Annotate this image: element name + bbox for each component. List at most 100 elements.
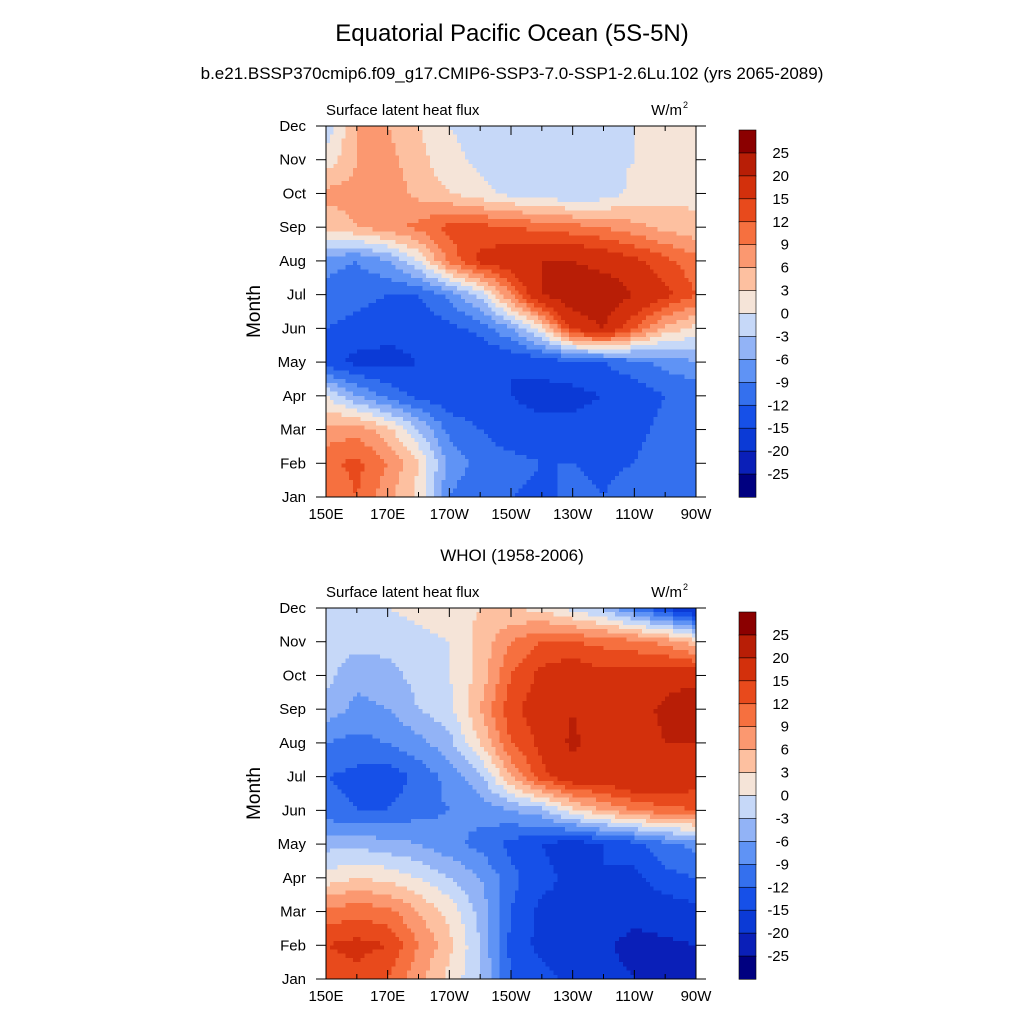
heatmap-cell — [669, 193, 674, 199]
heatmap-cell — [406, 239, 412, 245]
heatmap-cell — [480, 239, 485, 245]
heatmap-cell — [441, 214, 447, 220]
heatmap-cell — [549, 218, 554, 224]
heatmap-cell — [669, 126, 674, 131]
heatmap-cell — [568, 239, 574, 245]
heatmap-cell — [399, 231, 404, 237]
heatmap-cell — [669, 332, 674, 338]
heatmap-cell — [557, 244, 562, 249]
heatmap-cell — [518, 281, 524, 287]
heatmap-cell — [665, 273, 670, 279]
heatmap-cell — [553, 303, 558, 308]
heatmap-cell — [649, 256, 655, 262]
heatmap-cell — [615, 235, 620, 241]
heatmap-cell — [692, 341, 697, 346]
heatmap-cell — [669, 319, 674, 325]
heatmap-cell — [395, 260, 400, 266]
heatmap-cell — [669, 201, 674, 207]
heatmap-cell — [672, 151, 678, 157]
heatmap-cell — [553, 307, 558, 313]
heatmap-cell — [387, 168, 393, 173]
heatmap-cell — [622, 332, 628, 338]
heatmap-cell — [391, 328, 396, 334]
heatmap-cell — [580, 155, 585, 161]
heatmap-cell — [356, 311, 362, 317]
heatmap-cell — [349, 206, 354, 211]
heatmap-cell — [364, 189, 369, 195]
heatmap-cell — [580, 252, 585, 258]
heatmap-cell — [595, 197, 601, 203]
heatmap-cell — [484, 227, 489, 232]
heatmap-cell — [618, 201, 624, 207]
heatmap-cell — [541, 180, 547, 186]
heatmap-cell — [406, 315, 412, 321]
heatmap-cell — [549, 189, 554, 195]
heatmap-cell — [495, 311, 501, 317]
heatmap-cell — [557, 210, 562, 216]
heatmap-cell — [518, 197, 524, 203]
heatmap-cell — [684, 134, 689, 140]
heatmap-cell — [441, 218, 447, 224]
heatmap-cell — [341, 163, 346, 169]
heatmap-cell — [599, 189, 605, 195]
heatmap-cell — [661, 307, 666, 313]
heatmap-cell — [495, 235, 501, 241]
heatmap-cell — [441, 222, 447, 228]
heatmap-cell — [618, 218, 624, 224]
heatmap-cell — [349, 155, 354, 161]
heatmap-cell — [642, 189, 647, 195]
heatmap-cell — [391, 281, 396, 287]
heatmap-cell — [657, 298, 662, 304]
heatmap-cell — [630, 172, 635, 178]
heatmap-cell — [522, 294, 528, 300]
heatmap-cell — [564, 332, 570, 338]
heatmap-cell — [410, 290, 416, 296]
heatmap-cell — [383, 286, 389, 292]
heatmap-cell — [557, 218, 562, 224]
heatmap-cell — [630, 252, 635, 258]
heatmap-cell — [692, 256, 697, 262]
heatmap-cell — [387, 248, 393, 254]
heatmap-cell — [611, 227, 616, 232]
heatmap-cell — [503, 256, 508, 262]
heatmap-cell — [364, 142, 369, 148]
heatmap-cell — [487, 273, 493, 279]
heatmap-cell — [561, 315, 566, 321]
heatmap-cell — [356, 252, 362, 258]
heatmap-cell — [626, 341, 632, 346]
heatmap-cell — [468, 319, 474, 325]
heatmap-cell — [634, 286, 639, 292]
heatmap-cell — [642, 294, 647, 300]
heatmap-cell — [333, 126, 339, 131]
heatmap-cell — [464, 176, 470, 182]
heatmap-cell — [441, 134, 447, 140]
heatmap-cell — [399, 142, 404, 148]
heatmap-cell — [376, 180, 381, 186]
heatmap-cell — [387, 155, 393, 161]
heatmap-cell — [603, 319, 608, 325]
heatmap-cell — [634, 303, 639, 308]
heatmap-cell — [368, 130, 373, 136]
heatmap-cell — [688, 189, 693, 195]
heatmap-cell — [403, 159, 408, 165]
heatmap-cell — [437, 126, 443, 131]
heatmap-cell — [595, 244, 601, 249]
heatmap-cell — [545, 252, 551, 258]
heatmap-cell — [379, 214, 385, 220]
heatmap-cell — [453, 151, 458, 157]
heatmap-cell — [626, 307, 632, 313]
heatmap-cell — [549, 168, 554, 173]
heatmap-cell — [499, 130, 504, 136]
heatmap-cell — [680, 277, 686, 283]
heatmap-cell — [379, 239, 385, 245]
heatmap-cell — [603, 193, 608, 199]
heatmap-cell — [564, 130, 570, 136]
heatmap-cell — [441, 273, 447, 279]
heatmap-cell — [564, 324, 570, 329]
heatmap-cell — [507, 138, 512, 144]
heatmap-cell — [580, 332, 585, 338]
heatmap-cell — [657, 328, 662, 334]
heatmap-cell — [333, 227, 339, 232]
heatmap-cell — [676, 281, 682, 287]
heatmap-cell — [549, 155, 554, 161]
